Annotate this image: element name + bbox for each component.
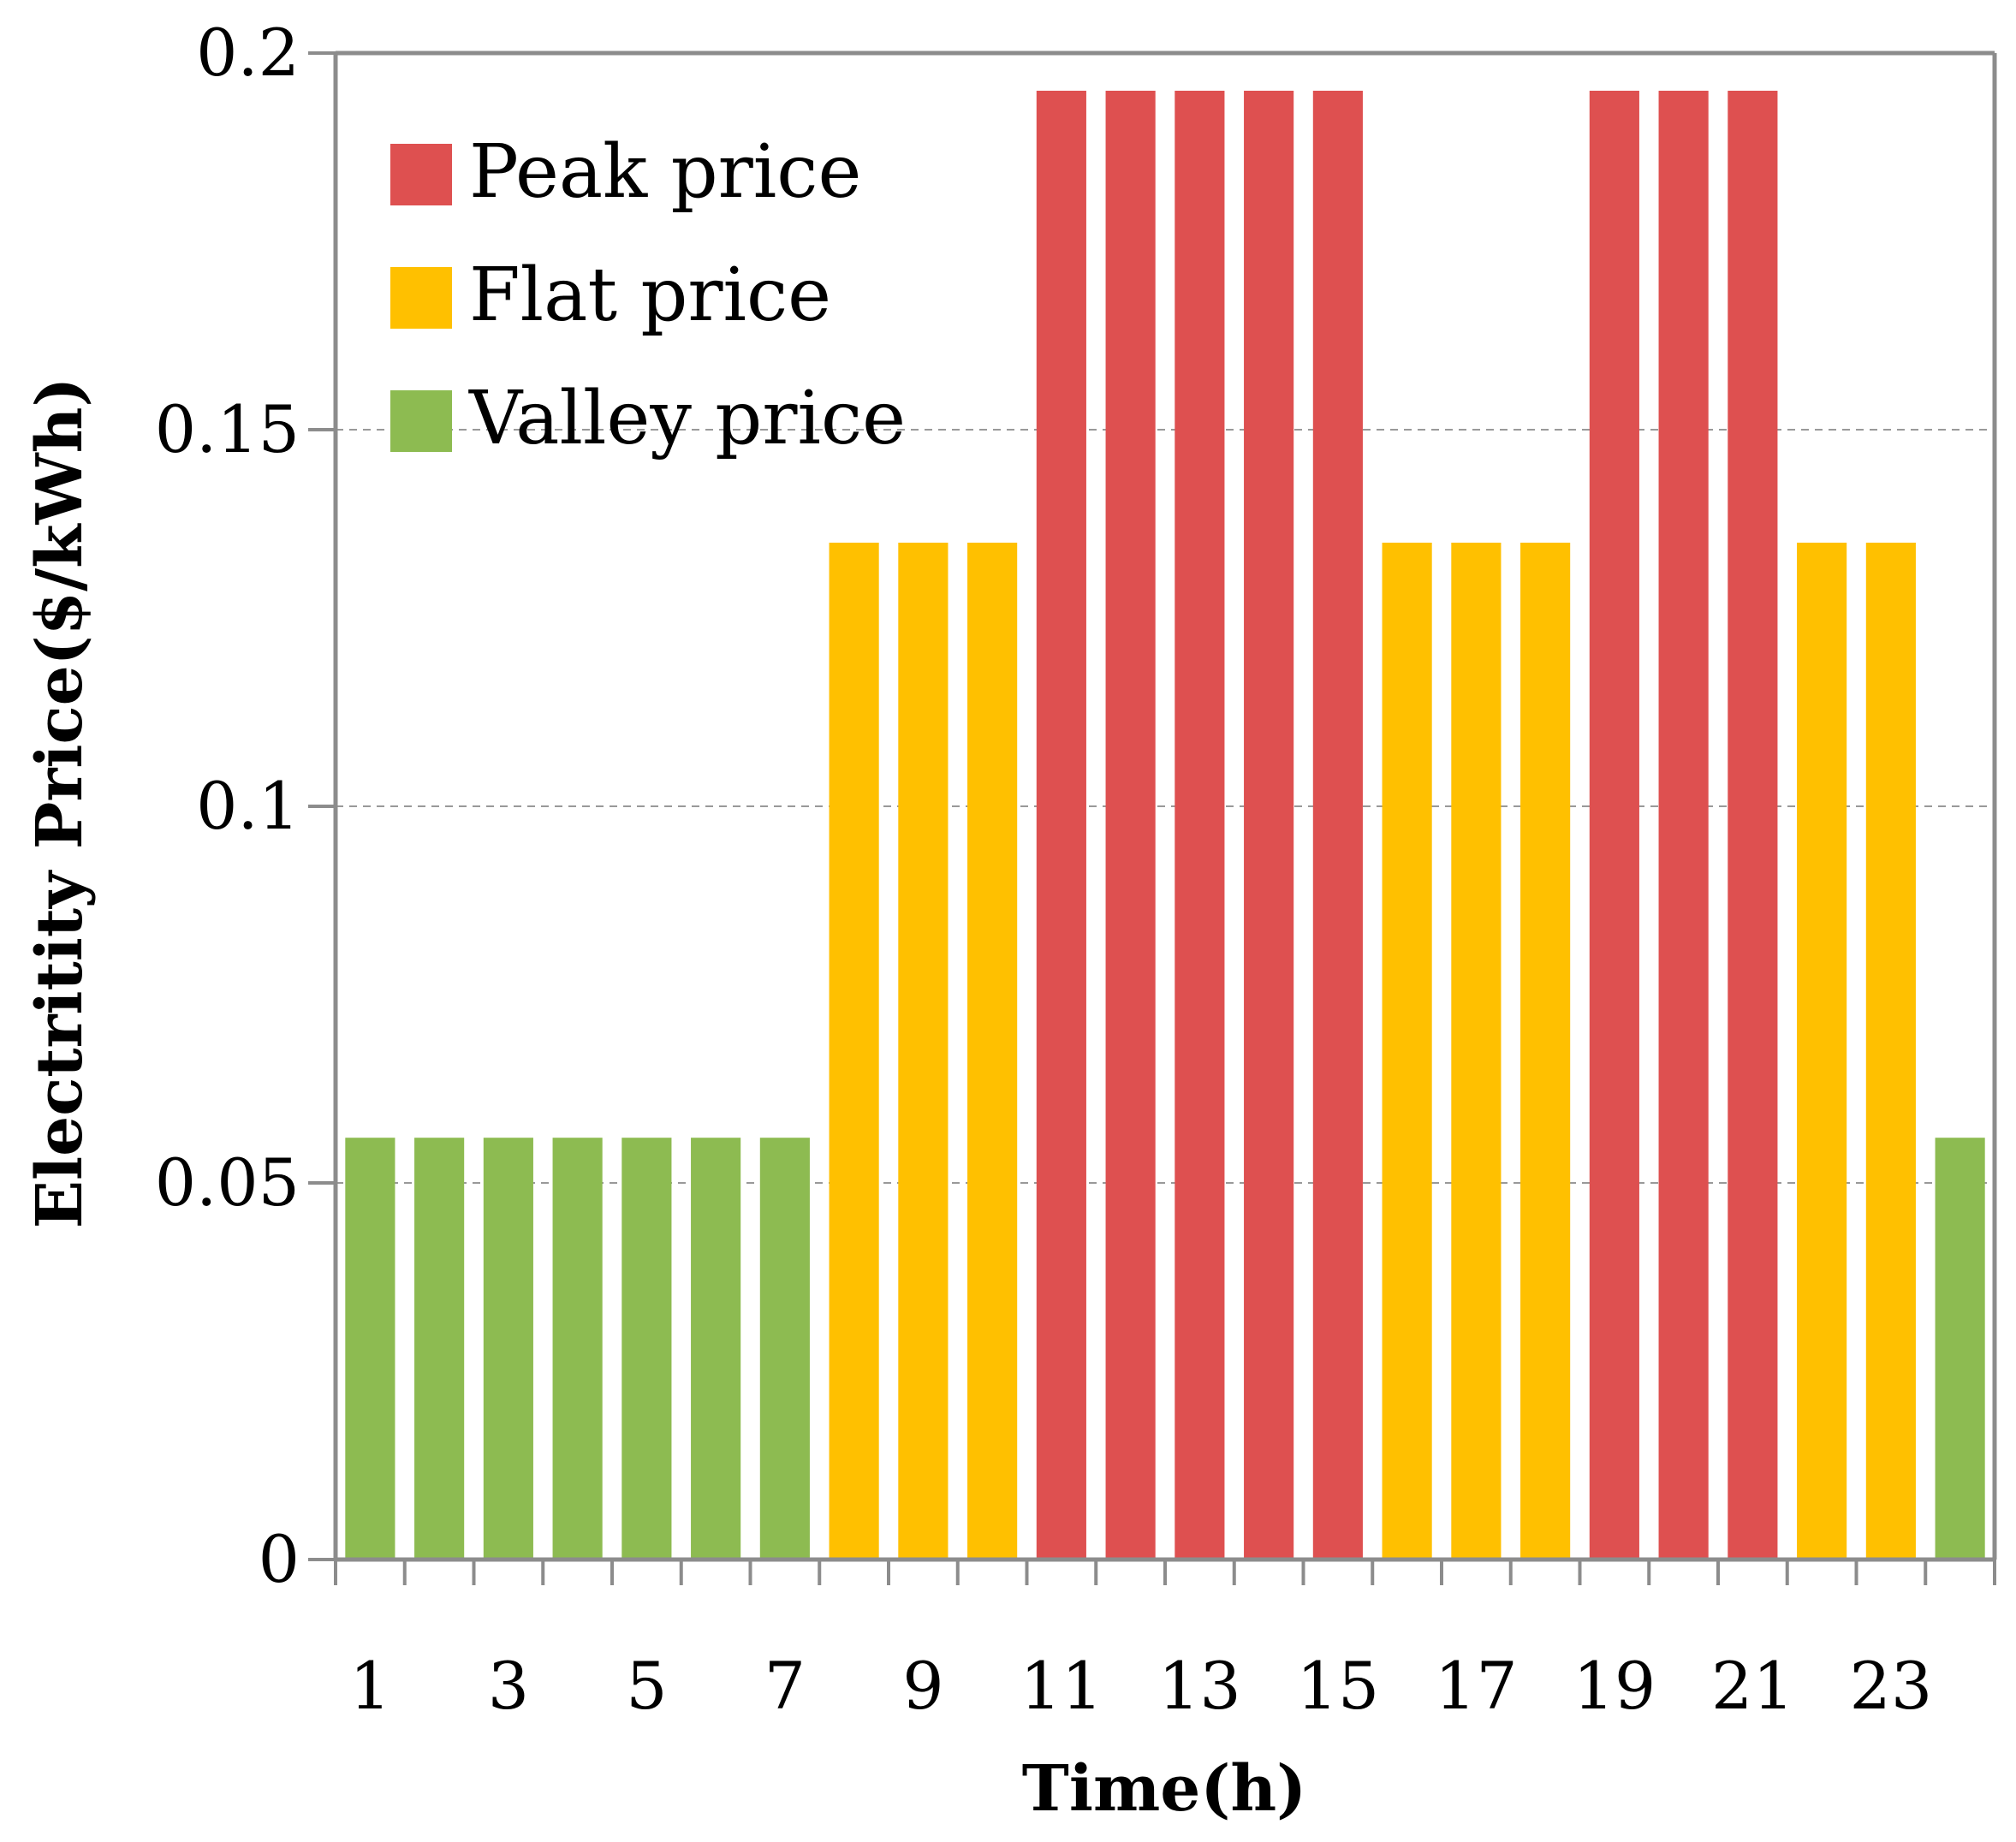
- bar-hour-18-flat: [1520, 543, 1571, 1560]
- bar-hour-8-flat: [829, 543, 879, 1560]
- bar-hour-24-valley: [1935, 1138, 1985, 1560]
- bar-hour-22-flat: [1797, 543, 1847, 1560]
- bars: [345, 91, 1985, 1560]
- legend-swatch-flat: [390, 267, 452, 329]
- bar-hour-21-peak: [1728, 91, 1778, 1560]
- x-axis-title: Time(h): [1022, 1752, 1306, 1826]
- x-tick-label: 17: [1435, 1648, 1518, 1724]
- legend-label-peak: Peak price: [469, 129, 861, 215]
- y-tick-label: 0: [259, 1521, 300, 1597]
- bar-hour-19-peak: [1589, 91, 1639, 1560]
- bar-hour-14-peak: [1244, 91, 1294, 1560]
- y-tick-label: 0.2: [196, 15, 300, 91]
- legend-swatch-peak: [390, 144, 452, 205]
- bar-hour-16-flat: [1382, 543, 1432, 1560]
- y-tick-label: 0.1: [196, 768, 300, 844]
- tick-labels: 00.050.10.150.21 3 5 7 9 11 13 15 17 19 21 23: [155, 15, 1932, 1724]
- gridlines: [336, 429, 1995, 1184]
- bar-hour-5-valley: [621, 1138, 672, 1560]
- x-tick-label: 21: [1711, 1648, 1794, 1724]
- bar-hour-6-valley: [691, 1138, 741, 1560]
- x-tick-label: 1: [349, 1648, 390, 1724]
- x-tick-label: 5: [626, 1648, 667, 1724]
- x-tick-label: 13: [1158, 1648, 1241, 1724]
- bar-hour-17-flat: [1451, 543, 1502, 1560]
- x-tick-label: 11: [1020, 1648, 1103, 1724]
- bar-hour-3-valley: [483, 1138, 533, 1560]
- legend: Peak price Flat price Valley price: [390, 129, 906, 461]
- bar-hour-7-valley: [759, 1138, 810, 1560]
- bar-hour-20-peak: [1658, 91, 1709, 1560]
- x-tick-label: 15: [1297, 1648, 1380, 1724]
- y-axis-title: Electritity Price($/kWh): [23, 377, 97, 1229]
- bar-hour-1-valley: [345, 1138, 395, 1560]
- bar-hour-12-peak: [1105, 91, 1156, 1560]
- bar-hour-9-flat: [898, 543, 949, 1560]
- bar-hour-4-valley: [552, 1138, 603, 1560]
- y-tick-label: 0.05: [155, 1144, 300, 1221]
- bar-hour-2-valley: [414, 1138, 465, 1560]
- x-tick-label: 19: [1573, 1648, 1656, 1724]
- bar-hour-23-flat: [1865, 543, 1916, 1560]
- legend-swatch-valley: [390, 390, 452, 452]
- x-tick-label: 7: [764, 1648, 806, 1724]
- bar-hour-11-peak: [1036, 91, 1086, 1560]
- bar-hour-13-peak: [1175, 91, 1225, 1560]
- y-tick-label: 0.15: [155, 391, 300, 467]
- x-tick-label: 23: [1850, 1648, 1933, 1724]
- bar-hour-15-peak: [1312, 91, 1363, 1560]
- legend-label-flat: Flat price: [469, 253, 831, 338]
- x-tick-label: 9: [902, 1648, 943, 1724]
- bar-hour-10-flat: [967, 543, 1018, 1560]
- legend-label-valley: Valley price: [468, 376, 906, 461]
- axes: [308, 51, 1997, 1585]
- x-tick-label: 3: [488, 1648, 529, 1724]
